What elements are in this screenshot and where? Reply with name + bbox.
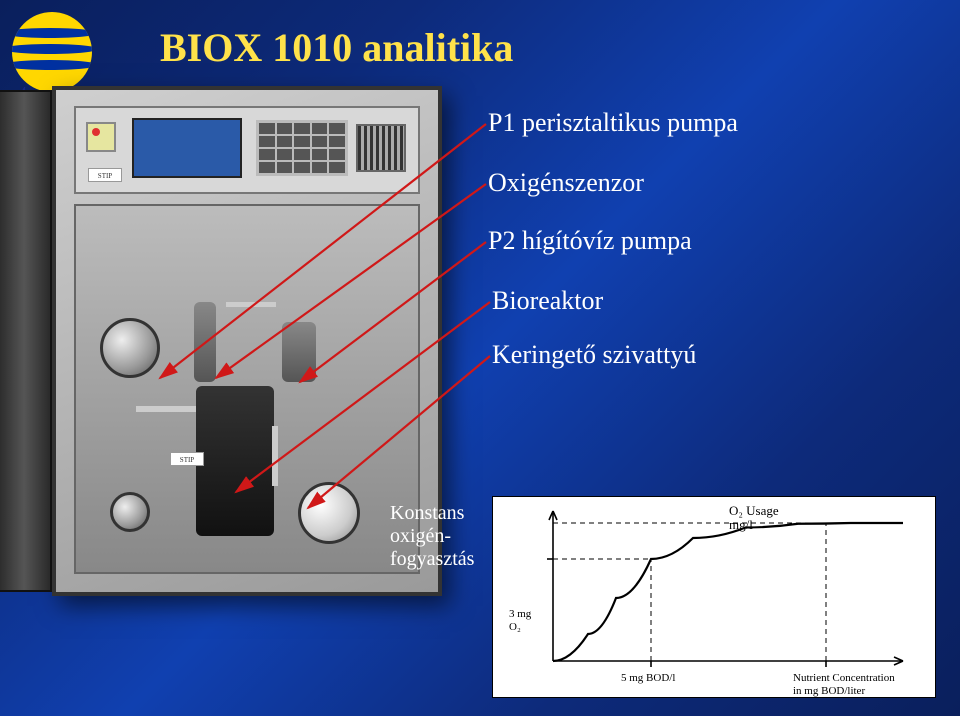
page-title: BIOX 1010 analitika [160, 24, 513, 71]
side-label-l3: fogyasztás [390, 548, 474, 570]
device-cabinet: STIP STIP [52, 86, 442, 596]
device-vent [356, 124, 406, 172]
small-pump-part [110, 492, 150, 532]
bioreactor-part [196, 386, 274, 536]
oxygen-sensor-part [194, 302, 216, 382]
side-label-l1: Konstans [390, 502, 464, 524]
label-p2: P2 hígítóvíz pumpa [488, 226, 692, 256]
peristaltic-pump-part [100, 318, 160, 378]
chart-xtick: 5 mg BOD/l [621, 672, 675, 684]
dilution-pump-part [282, 322, 316, 382]
device-brand-tag: STIP [88, 168, 122, 182]
chart-curve [553, 523, 903, 661]
chart-xlabel-l1: Nutrient Concentration [793, 672, 895, 684]
chart-xlabel-l2: in mg BOD/liter [793, 685, 865, 697]
chart-ytick-l2: O₂ [509, 621, 521, 633]
label-constant-oxygen: Konstans oxigén- fogyasztás [390, 502, 474, 571]
side-label-l2: oxigén- [390, 525, 451, 547]
device-control-panel: STIP [74, 106, 420, 194]
chart-ylabel-unit: mg/l [729, 517, 753, 532]
device-lcd [132, 118, 242, 178]
chart-ytick-l1: 3 mg [509, 608, 532, 620]
device-door [0, 90, 52, 592]
power-switch-icon [86, 122, 116, 152]
label-cir: Keringető szivattyú [492, 340, 696, 370]
o2-usage-chart: O₂ Usage mg/l 3 mg O₂ 5 mg BOD/l Nutrien… [492, 496, 936, 698]
device-keypad [256, 120, 348, 176]
chart-ylabel-top: O₂ Usage [729, 503, 779, 518]
label-oxy: Oxigénszenzor [488, 168, 644, 198]
device-brand-tag-lower: STIP [170, 452, 204, 466]
device-interior: STIP [74, 204, 420, 574]
label-p1: P1 perisztaltikus pumpa [488, 108, 738, 138]
circulation-pump-part [298, 482, 360, 544]
label-bio: Bioreaktor [492, 286, 603, 316]
